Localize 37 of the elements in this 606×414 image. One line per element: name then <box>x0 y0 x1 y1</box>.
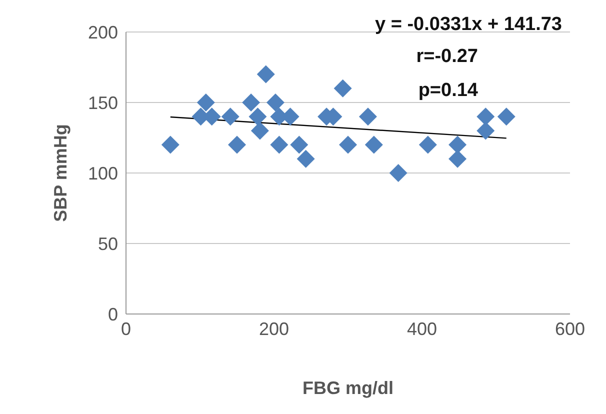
point <box>418 136 437 154</box>
x-tick-label: 0 <box>120 318 132 339</box>
point <box>476 108 495 126</box>
y-axis-title: SBP mmHg <box>50 124 70 222</box>
y-tick-label: 50 <box>98 234 118 254</box>
point <box>256 65 275 84</box>
point <box>242 94 260 112</box>
point <box>389 164 408 182</box>
y-tick-label: 200 <box>88 22 118 42</box>
annotation: r=-0.27 <box>416 46 478 68</box>
annotation: p=0.14 <box>418 80 478 102</box>
point <box>266 94 284 112</box>
point <box>228 136 246 154</box>
point <box>358 108 377 126</box>
point <box>290 136 308 154</box>
y-tick-label: 0 <box>108 304 118 324</box>
point <box>196 94 215 112</box>
point <box>334 79 352 98</box>
y-tick-label: 150 <box>88 92 118 113</box>
x-tick-label: 600 <box>554 318 586 339</box>
point <box>339 136 357 154</box>
point <box>270 136 288 154</box>
annotation: y = -0.0331x + 141.73 <box>375 14 562 36</box>
point <box>448 150 467 168</box>
point <box>161 136 180 154</box>
point <box>221 108 240 126</box>
y-tick-label: 100 <box>88 163 118 184</box>
point <box>250 122 269 140</box>
point <box>448 136 467 154</box>
point <box>364 136 383 154</box>
point <box>296 150 315 168</box>
point <box>476 122 495 140</box>
point <box>248 108 267 126</box>
x-tick-label: 400 <box>406 318 438 339</box>
x-axis-title: FBG mg/dl <box>302 378 394 398</box>
point <box>497 108 516 126</box>
x-tick-label: 200 <box>258 318 290 339</box>
